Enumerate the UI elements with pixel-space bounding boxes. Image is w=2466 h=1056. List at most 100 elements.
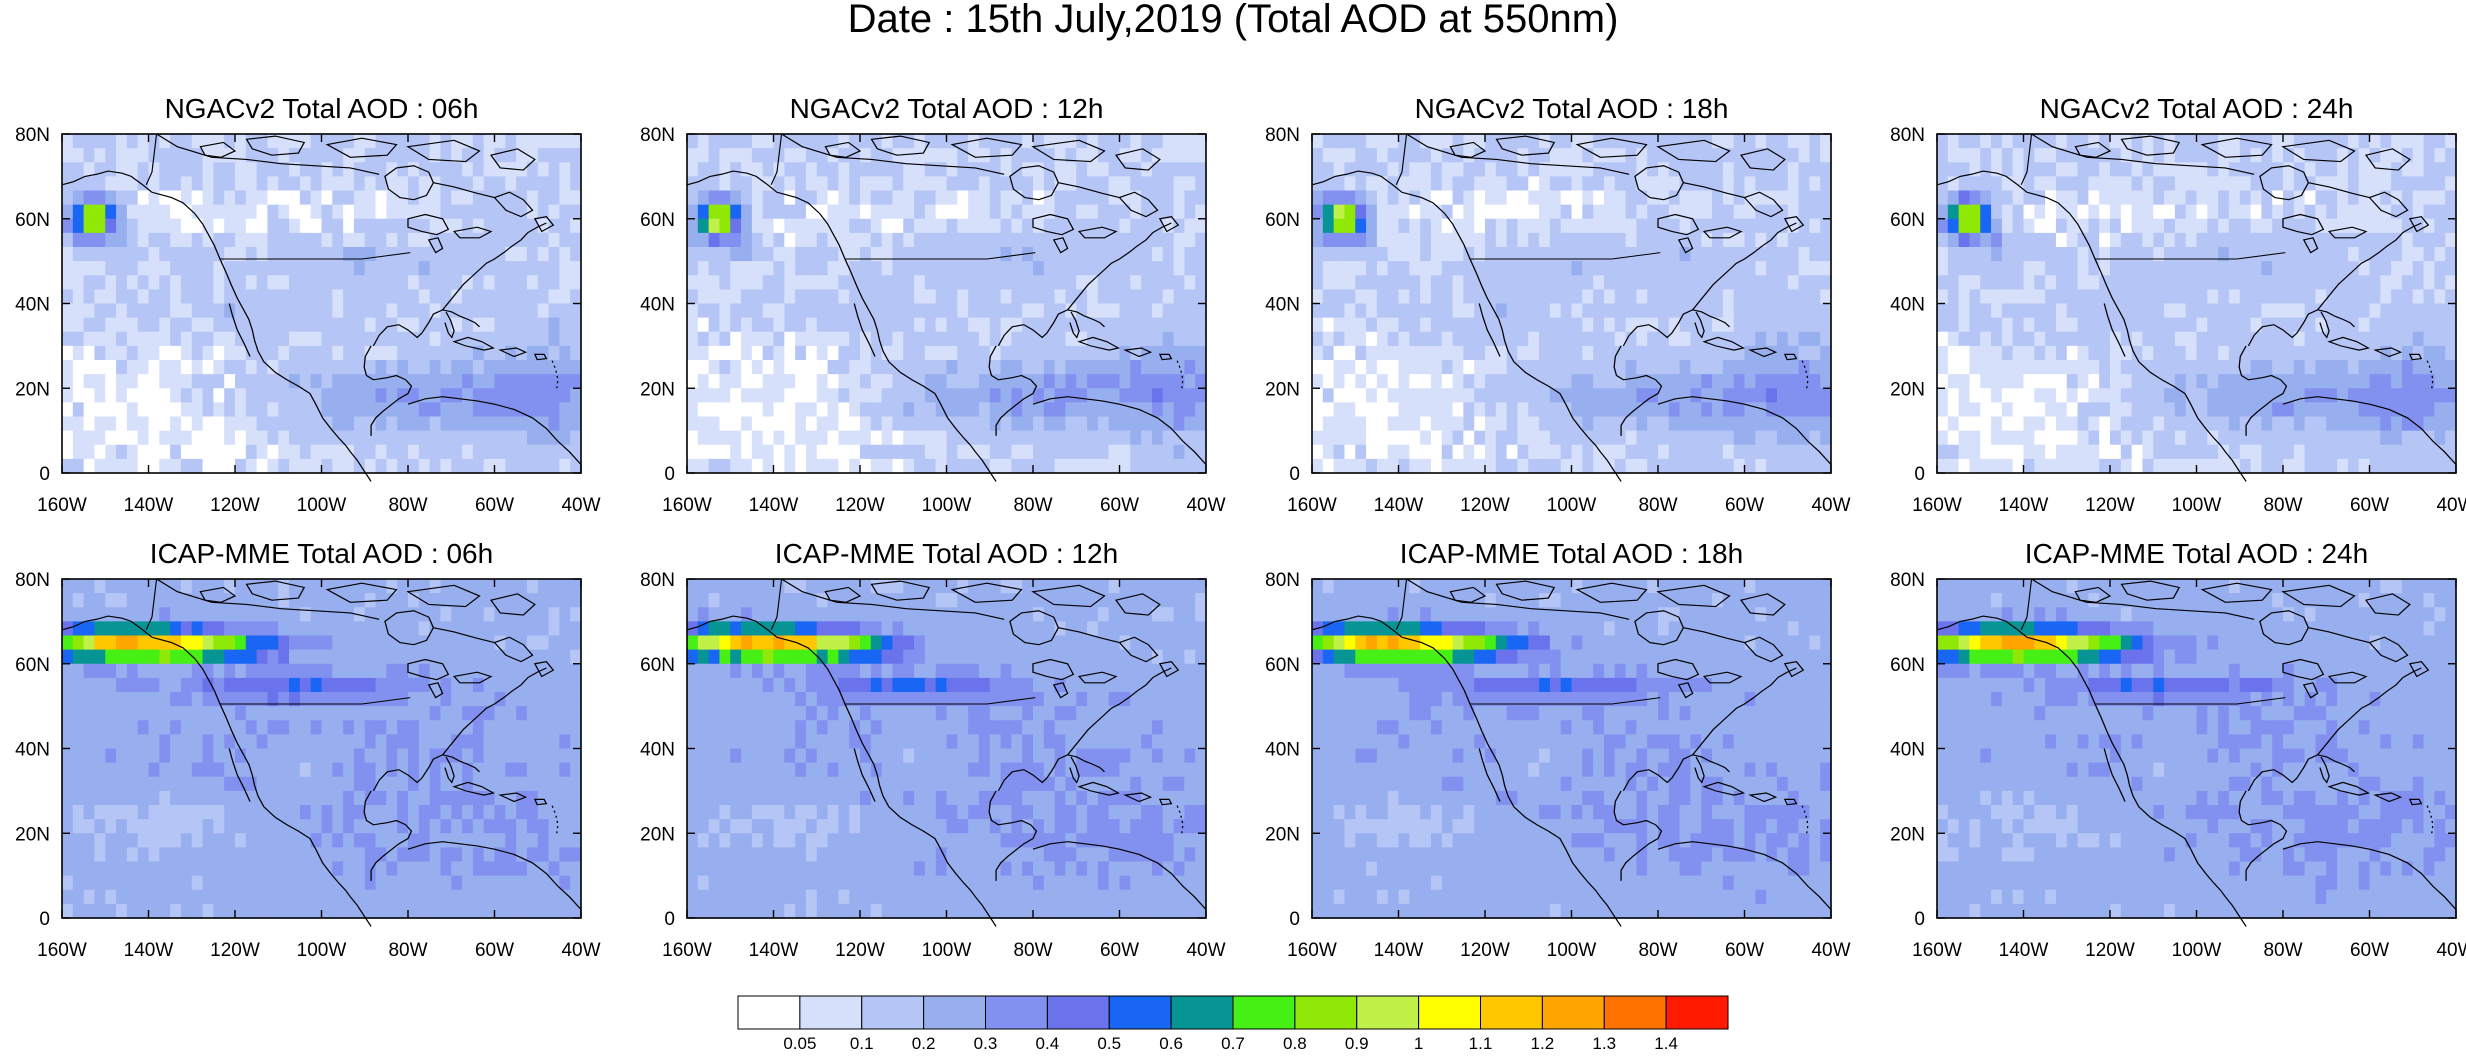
x-tick-label: 60W bbox=[1725, 495, 1764, 516]
map-panel: NGACv2 Total AOD : 24h 160W 140W 120W 100W 80… bbox=[1890, 93, 2466, 516]
y-tick-label: 0 bbox=[664, 464, 675, 485]
x-tick-label: 60W bbox=[475, 495, 514, 516]
colorbar-label: 0.3 bbox=[974, 1034, 998, 1053]
x-tick-label: 80W bbox=[1013, 940, 1052, 961]
x-tick-label: 160W bbox=[37, 495, 87, 516]
x-tick-label: 40W bbox=[1186, 495, 1225, 516]
y-tick-label: 80N bbox=[1890, 125, 1925, 146]
colorbar-label: 0.1 bbox=[850, 1034, 874, 1053]
x-tick-label: 140W bbox=[1999, 495, 2049, 516]
x-tick-label: 160W bbox=[1912, 940, 1962, 961]
map-panel: NGACv2 Total AOD : 06h 160W 140W 120W 100W 80… bbox=[15, 93, 600, 516]
y-tick-label: 60N bbox=[1890, 655, 1925, 676]
y-tick-label: 0 bbox=[1289, 909, 1300, 930]
x-tick-label: 140W bbox=[124, 495, 174, 516]
map-panel: ICAP-MME Total AOD : 12h 160W 140W 120W 100W… bbox=[640, 538, 1225, 961]
colorbar: 0.05 0.1 0.2 0.3 0.4 0.5 0.6 0.7 0.8 0.9 1 1.1 1.2 1.… bbox=[737, 995, 1729, 1053]
y-tick-label: 80N bbox=[15, 570, 50, 591]
x-tick-label: 120W bbox=[1460, 495, 1510, 516]
panel-title: ICAP-MME Total AOD : 12h bbox=[775, 538, 1118, 569]
x-tick-label: 40W bbox=[2436, 495, 2466, 516]
y-tick-label: 0 bbox=[1289, 464, 1300, 485]
colorbar-label: 1.4 bbox=[1654, 1034, 1678, 1053]
x-tick-label: 60W bbox=[1100, 495, 1139, 516]
y-tick-label: 40N bbox=[1890, 295, 1925, 316]
x-tick-label: 120W bbox=[1460, 940, 1510, 961]
y-tick-label: 0 bbox=[1914, 909, 1925, 930]
map-panel: ICAP-MME Total AOD : 06h 160W 140W 120W 100W… bbox=[15, 538, 600, 961]
y-tick-label: 80N bbox=[1265, 125, 1300, 146]
x-tick-label: 80W bbox=[388, 940, 427, 961]
x-tick-label: 100W bbox=[2172, 940, 2222, 961]
map-panel: ICAP-MME Total AOD : 24h 160W 140W 120W 100W… bbox=[1890, 538, 2466, 961]
colorbar-label: 0.9 bbox=[1345, 1034, 1369, 1053]
y-tick-label: 60N bbox=[15, 210, 50, 231]
x-tick-label: 80W bbox=[1638, 940, 1677, 961]
x-tick-label: 40W bbox=[2436, 940, 2466, 961]
x-tick-label: 40W bbox=[1811, 495, 1850, 516]
colorbar-swatch bbox=[737, 995, 801, 1030]
x-tick-label: 80W bbox=[2263, 495, 2302, 516]
colorbar-label: 1.1 bbox=[1469, 1034, 1493, 1053]
aod-field bbox=[687, 579, 1207, 919]
panel-title: NGACv2 Total AOD : 12h bbox=[790, 93, 1104, 124]
colorbar-label: 1.2 bbox=[1531, 1034, 1555, 1053]
y-tick-label: 40N bbox=[1265, 295, 1300, 316]
y-tick-label: 40N bbox=[640, 295, 675, 316]
x-tick-label: 100W bbox=[297, 940, 347, 961]
y-tick-label: 80N bbox=[1890, 570, 1925, 591]
x-tick-label: 160W bbox=[37, 940, 87, 961]
y-tick-label: 20N bbox=[640, 379, 675, 400]
x-tick-label: 100W bbox=[922, 940, 972, 961]
x-tick-label: 120W bbox=[210, 940, 260, 961]
colorbar-label: 0.5 bbox=[1097, 1034, 1121, 1053]
x-tick-label: 60W bbox=[2350, 940, 2389, 961]
aod-field bbox=[1937, 134, 2457, 474]
colorbar-swatch bbox=[1665, 995, 1729, 1030]
y-tick-label: 0 bbox=[39, 464, 50, 485]
x-tick-label: 160W bbox=[1287, 495, 1337, 516]
x-tick-label: 80W bbox=[1638, 495, 1677, 516]
y-tick-label: 0 bbox=[664, 909, 675, 930]
x-tick-label: 120W bbox=[835, 495, 885, 516]
colorbar-label: 1.3 bbox=[1592, 1034, 1616, 1053]
figure-title: Date : 15th July,2019 (Total AOD at 550n… bbox=[848, 0, 1619, 41]
x-tick-label: 40W bbox=[561, 940, 600, 961]
y-tick-label: 60N bbox=[15, 655, 50, 676]
y-tick-label: 20N bbox=[1265, 824, 1300, 845]
y-tick-label: 0 bbox=[1914, 464, 1925, 485]
colorbar-label: 0.4 bbox=[1036, 1034, 1060, 1053]
panel-title: NGACv2 Total AOD : 24h bbox=[2040, 93, 2354, 124]
y-tick-label: 80N bbox=[1265, 570, 1300, 591]
colorbar-swatch bbox=[1046, 995, 1110, 1030]
x-tick-label: 100W bbox=[922, 495, 972, 516]
y-tick-label: 40N bbox=[640, 740, 675, 761]
x-tick-label: 60W bbox=[1725, 940, 1764, 961]
aod-field bbox=[62, 579, 582, 919]
y-tick-label: 20N bbox=[15, 824, 50, 845]
x-tick-label: 100W bbox=[297, 495, 347, 516]
colorbar-swatch bbox=[861, 995, 925, 1030]
colorbar-swatch bbox=[1418, 995, 1482, 1030]
x-tick-label: 60W bbox=[1100, 940, 1139, 961]
colorbar-swatch bbox=[1603, 995, 1667, 1030]
colorbar-swatch bbox=[1108, 995, 1172, 1030]
y-tick-label: 20N bbox=[1265, 379, 1300, 400]
colorbar-label: 0.05 bbox=[783, 1034, 816, 1053]
x-tick-label: 40W bbox=[1811, 940, 1850, 961]
x-tick-label: 140W bbox=[749, 495, 799, 516]
x-tick-label: 40W bbox=[561, 495, 600, 516]
x-tick-label: 140W bbox=[749, 940, 799, 961]
y-tick-label: 20N bbox=[1890, 379, 1925, 400]
x-tick-label: 80W bbox=[2263, 940, 2302, 961]
aod-field bbox=[1312, 134, 1832, 474]
colorbar-swatch bbox=[1170, 995, 1234, 1030]
x-tick-label: 80W bbox=[1013, 495, 1052, 516]
y-tick-label: 20N bbox=[15, 379, 50, 400]
x-tick-label: 100W bbox=[1547, 495, 1597, 516]
x-tick-label: 140W bbox=[1374, 495, 1424, 516]
y-tick-label: 40N bbox=[1265, 740, 1300, 761]
y-tick-label: 60N bbox=[640, 655, 675, 676]
colorbar-swatch bbox=[1541, 995, 1605, 1030]
